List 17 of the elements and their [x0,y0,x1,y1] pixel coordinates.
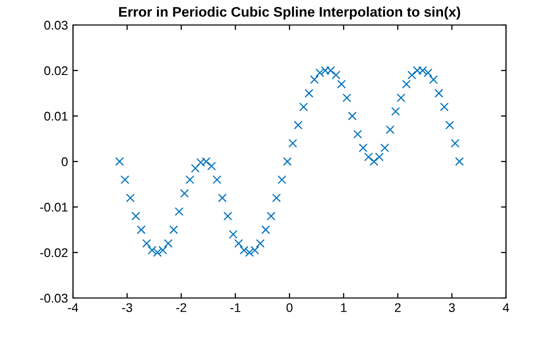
y-tick-label: 0 [62,157,68,166]
y-tick-label: -0.03 [40,294,68,303]
x-tick-label: -4 [68,303,78,312]
y-tick-label: 0.02 [44,66,68,76]
x-tick-label: 2 [394,303,401,312]
y-tick-label: 0.03 [44,20,68,30]
y-tick-label: -0.02 [40,248,68,258]
chart-title: Error in Periodic Cubic Spline Interpolation to sin(x) [119,6,460,20]
y-tick-label: 0.01 [44,112,68,121]
x-tick-label: -3 [122,303,132,312]
x-tick-label: 1 [341,303,346,312]
y-tick-label: -0.01 [40,202,68,212]
x-tick-label: 0 [286,303,292,312]
x-tick-label: 4 [502,303,510,312]
x-tick-label: 3 [448,303,455,312]
x-tick-label: -1 [230,303,240,312]
x-tick-label: -2 [176,303,186,312]
